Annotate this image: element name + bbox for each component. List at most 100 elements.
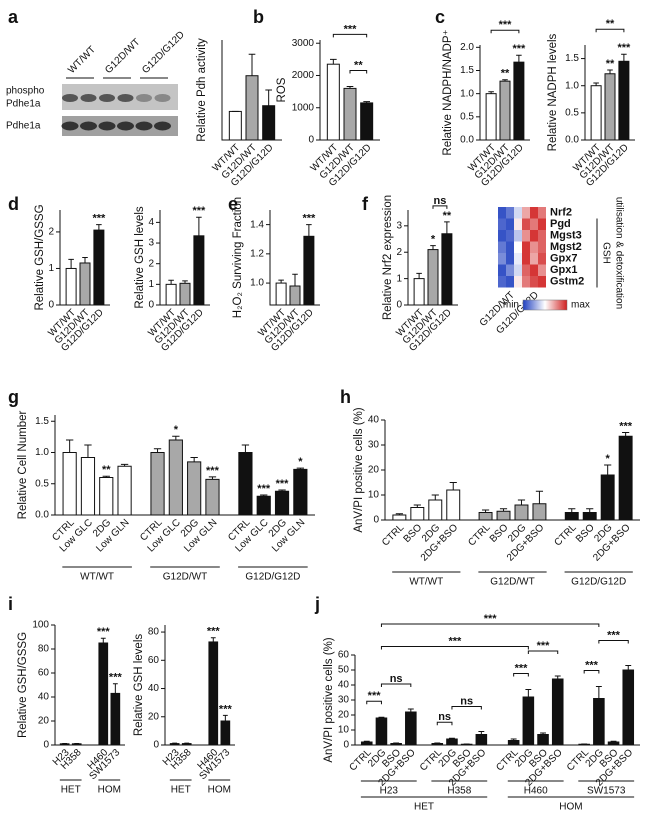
y-tick-label: 0 — [396, 300, 402, 311]
error-bar — [407, 708, 414, 712]
blot-band — [154, 121, 171, 131]
lane-label: G12D/WT — [103, 37, 142, 76]
bar — [427, 249, 439, 306]
y-tick-label: 0 — [48, 300, 54, 311]
heatmap-cell — [498, 218, 506, 230]
blot-band — [62, 94, 78, 102]
error-bar — [96, 224, 102, 231]
group-label: H358 — [447, 786, 471, 797]
y-axis-label: Relative GSH/GSSG — [34, 204, 46, 310]
error-bar — [65, 439, 74, 453]
bar — [360, 741, 373, 746]
heatmap-row-label: Gpx1 — [550, 264, 578, 276]
error-bar — [516, 54, 522, 63]
bracket — [332, 33, 368, 38]
bar — [168, 439, 183, 516]
error-bar — [182, 280, 188, 284]
y-axis — [269, 210, 320, 306]
bracket-label: *** — [499, 19, 513, 31]
error-bar — [363, 101, 370, 103]
heatmap-cell — [514, 276, 522, 288]
bar — [507, 740, 520, 746]
error-bar — [517, 499, 526, 505]
bar — [604, 73, 616, 141]
significance: ** — [606, 58, 615, 70]
y-axis-label: Relative NADPH levels — [547, 33, 559, 151]
significance: *** — [109, 672, 123, 684]
y-tick-label: 3 — [396, 220, 402, 231]
bar — [99, 477, 114, 516]
heatmap-cell — [506, 276, 514, 288]
bar — [165, 283, 177, 306]
error-bar — [625, 665, 632, 670]
y-tick-label: 20 — [338, 710, 350, 721]
bar — [428, 499, 443, 521]
bracket-label: *** — [368, 690, 382, 702]
error-bar — [430, 245, 436, 250]
bar — [238, 452, 253, 516]
bar — [478, 512, 493, 521]
significance: *** — [207, 626, 221, 638]
heatmap-cell — [538, 253, 546, 265]
bracket — [490, 29, 520, 34]
x-tick-label: BSO — [574, 522, 597, 545]
y-tick-label: 1.5 — [460, 65, 474, 76]
heatmap-cell — [538, 264, 546, 276]
error-bar — [292, 273, 298, 286]
heatmap-cell — [530, 276, 538, 288]
significance: *** — [276, 478, 290, 490]
error-bar — [168, 279, 174, 285]
y-tick-label: 20 — [368, 465, 380, 476]
heatmap-cell — [538, 241, 546, 253]
heatmap-cell — [538, 218, 546, 230]
y-tick-label: 0 — [153, 740, 159, 751]
bracket-label: ns — [438, 711, 451, 723]
blot-band — [154, 94, 171, 102]
bar — [375, 717, 388, 746]
error-bar — [278, 279, 284, 284]
bar — [93, 229, 105, 306]
error-bar — [190, 457, 198, 462]
heatmap-cell — [498, 241, 506, 253]
y-tick-label: 1 — [48, 263, 54, 274]
significance: *** — [219, 703, 233, 715]
group-label: G12D/G12D — [245, 572, 300, 583]
y-tick-label: 40 — [38, 692, 50, 703]
bar — [618, 60, 630, 141]
band-label: phospho — [6, 86, 45, 97]
y-tick-label: 0 — [373, 515, 379, 526]
bar — [326, 63, 340, 141]
bar — [65, 267, 77, 306]
y-axis-label: AnV/PI positive cells (%) — [353, 407, 365, 532]
bar — [431, 743, 444, 746]
bracket — [527, 650, 559, 654]
significance: *** — [97, 626, 111, 638]
error-bar — [554, 675, 561, 679]
group-label: H460 — [524, 786, 548, 797]
blot-band — [136, 94, 152, 102]
significance: *** — [512, 43, 526, 55]
bar — [303, 235, 315, 306]
significance: ** — [102, 464, 111, 476]
significance: *** — [192, 205, 206, 217]
error-bar — [621, 53, 627, 62]
heatmap-cell — [514, 253, 522, 265]
y-tick-label: 2000 — [292, 70, 315, 81]
bracket-label: *** — [344, 23, 358, 35]
error-bar — [278, 489, 286, 492]
error-bar — [120, 463, 129, 467]
bar — [150, 452, 165, 516]
significance: * — [606, 453, 611, 465]
bracket — [349, 69, 368, 74]
error-bar — [510, 738, 517, 741]
bar — [590, 85, 602, 141]
heatmap-cell — [506, 207, 514, 219]
error-bar — [395, 513, 403, 515]
bracket-label: ns — [390, 673, 403, 685]
error-bar — [478, 731, 485, 735]
bar — [513, 61, 525, 141]
y-tick-label: 20 — [38, 716, 50, 727]
heatmap-row-label: Gstm2 — [550, 276, 584, 288]
y-tick-label: 80 — [38, 644, 50, 655]
